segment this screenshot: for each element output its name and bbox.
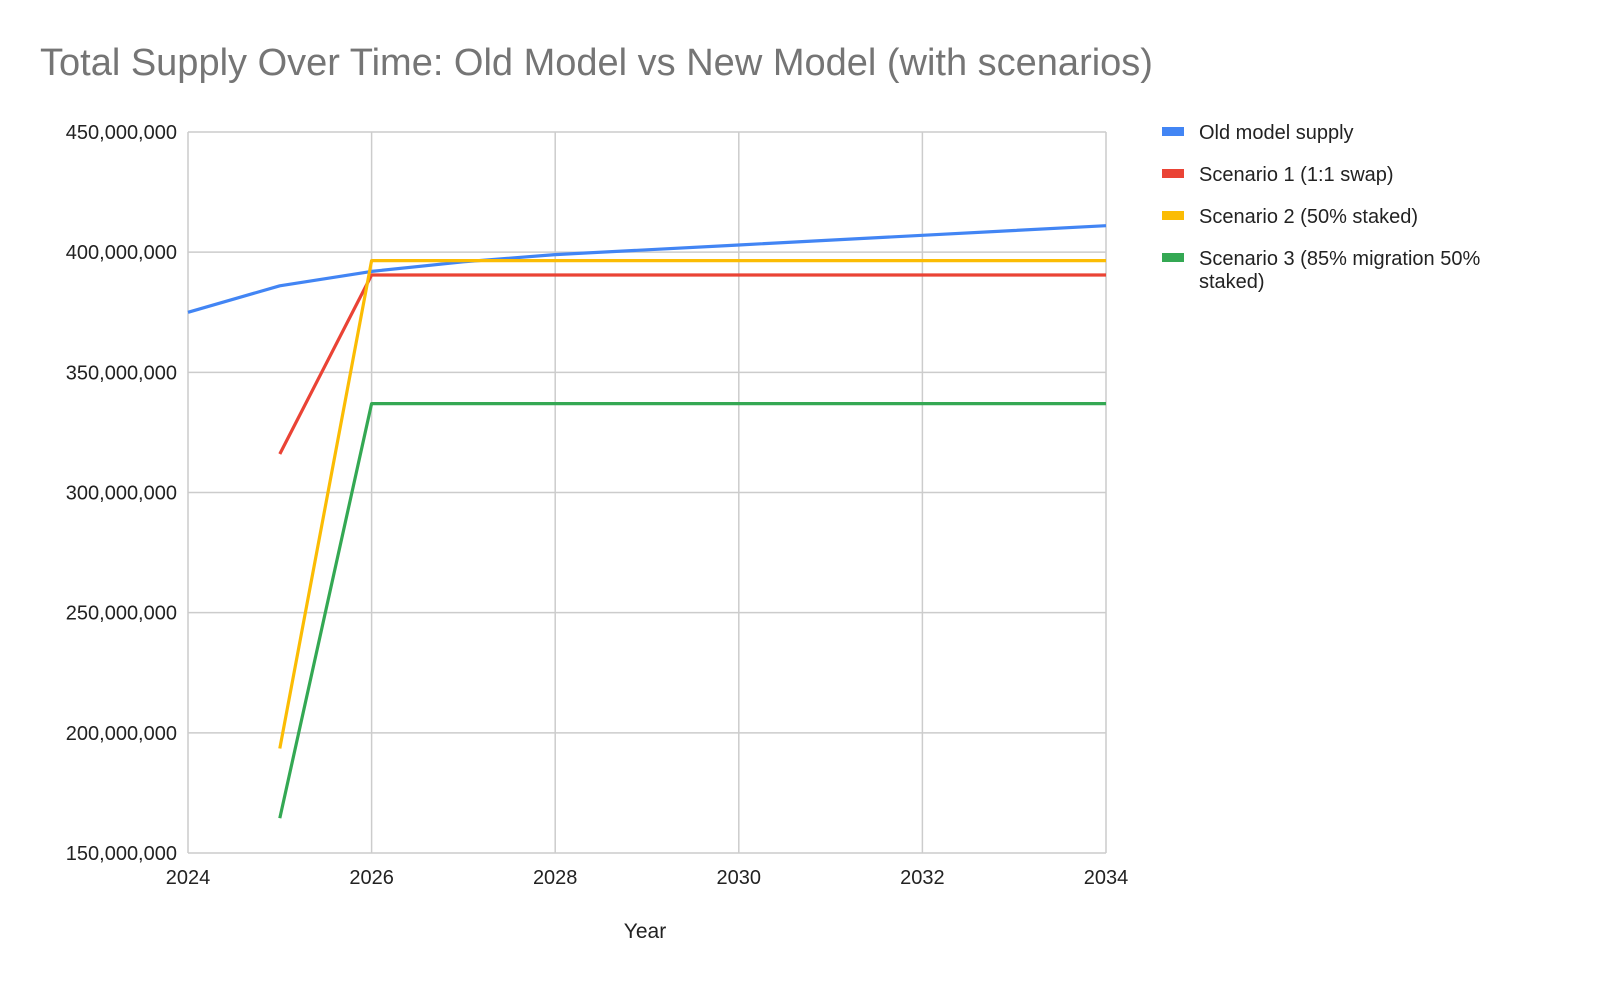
chart-title: Total Supply Over Time: Old Model vs New… [40,42,1153,84]
gridlines [187,131,1107,854]
legend-label: Scenario 2 (50% staked) [1199,206,1418,228]
x-tick-label: 2032 [900,867,945,889]
legend-swatch [1162,127,1184,136]
y-tick-label: 400,000,000 [66,242,177,264]
x-tick-label: 2026 [349,867,394,889]
x-tick-label: 2034 [1084,867,1129,889]
legend-label: Scenario 3 (85% migration 50% [1199,248,1480,270]
series-lines [187,224,1107,819]
x-tick-label: 2024 [166,867,211,889]
legend-label: Old model supply [1199,122,1354,144]
series-line-2 [278,273,1106,455]
x-axis-tick-labels: 2024 2026 2028 2030 2032 2034 [166,867,1129,889]
legend-swatch [1162,253,1184,262]
x-tick-label: 2028 [533,867,578,889]
y-axis-tick-labels: 150,000,000 200,000,000 250,000,000 300,000… [66,122,177,865]
y-tick-label: 200,000,000 [66,723,177,745]
legend: Old model supply Scenario 1 (1:1 swap) Sce… [1162,122,1480,293]
legend-label: staked) [1199,271,1265,293]
x-tick-label: 2030 [717,867,762,889]
series-line-3 [278,259,1106,749]
x-axis-title: Year [624,920,666,943]
legend-swatch [1162,169,1184,178]
y-tick-label: 150,000,000 [66,843,177,865]
y-tick-label: 250,000,000 [66,603,177,625]
legend-swatch [1162,211,1184,220]
y-tick-label: 450,000,000 [66,122,177,144]
series-line-4 [278,402,1106,819]
series-line-1 [187,224,1107,314]
y-tick-label: 300,000,000 [66,483,177,505]
y-tick-label: 350,000,000 [66,362,177,384]
legend-label: Scenario 1 (1:1 swap) [1199,164,1394,186]
